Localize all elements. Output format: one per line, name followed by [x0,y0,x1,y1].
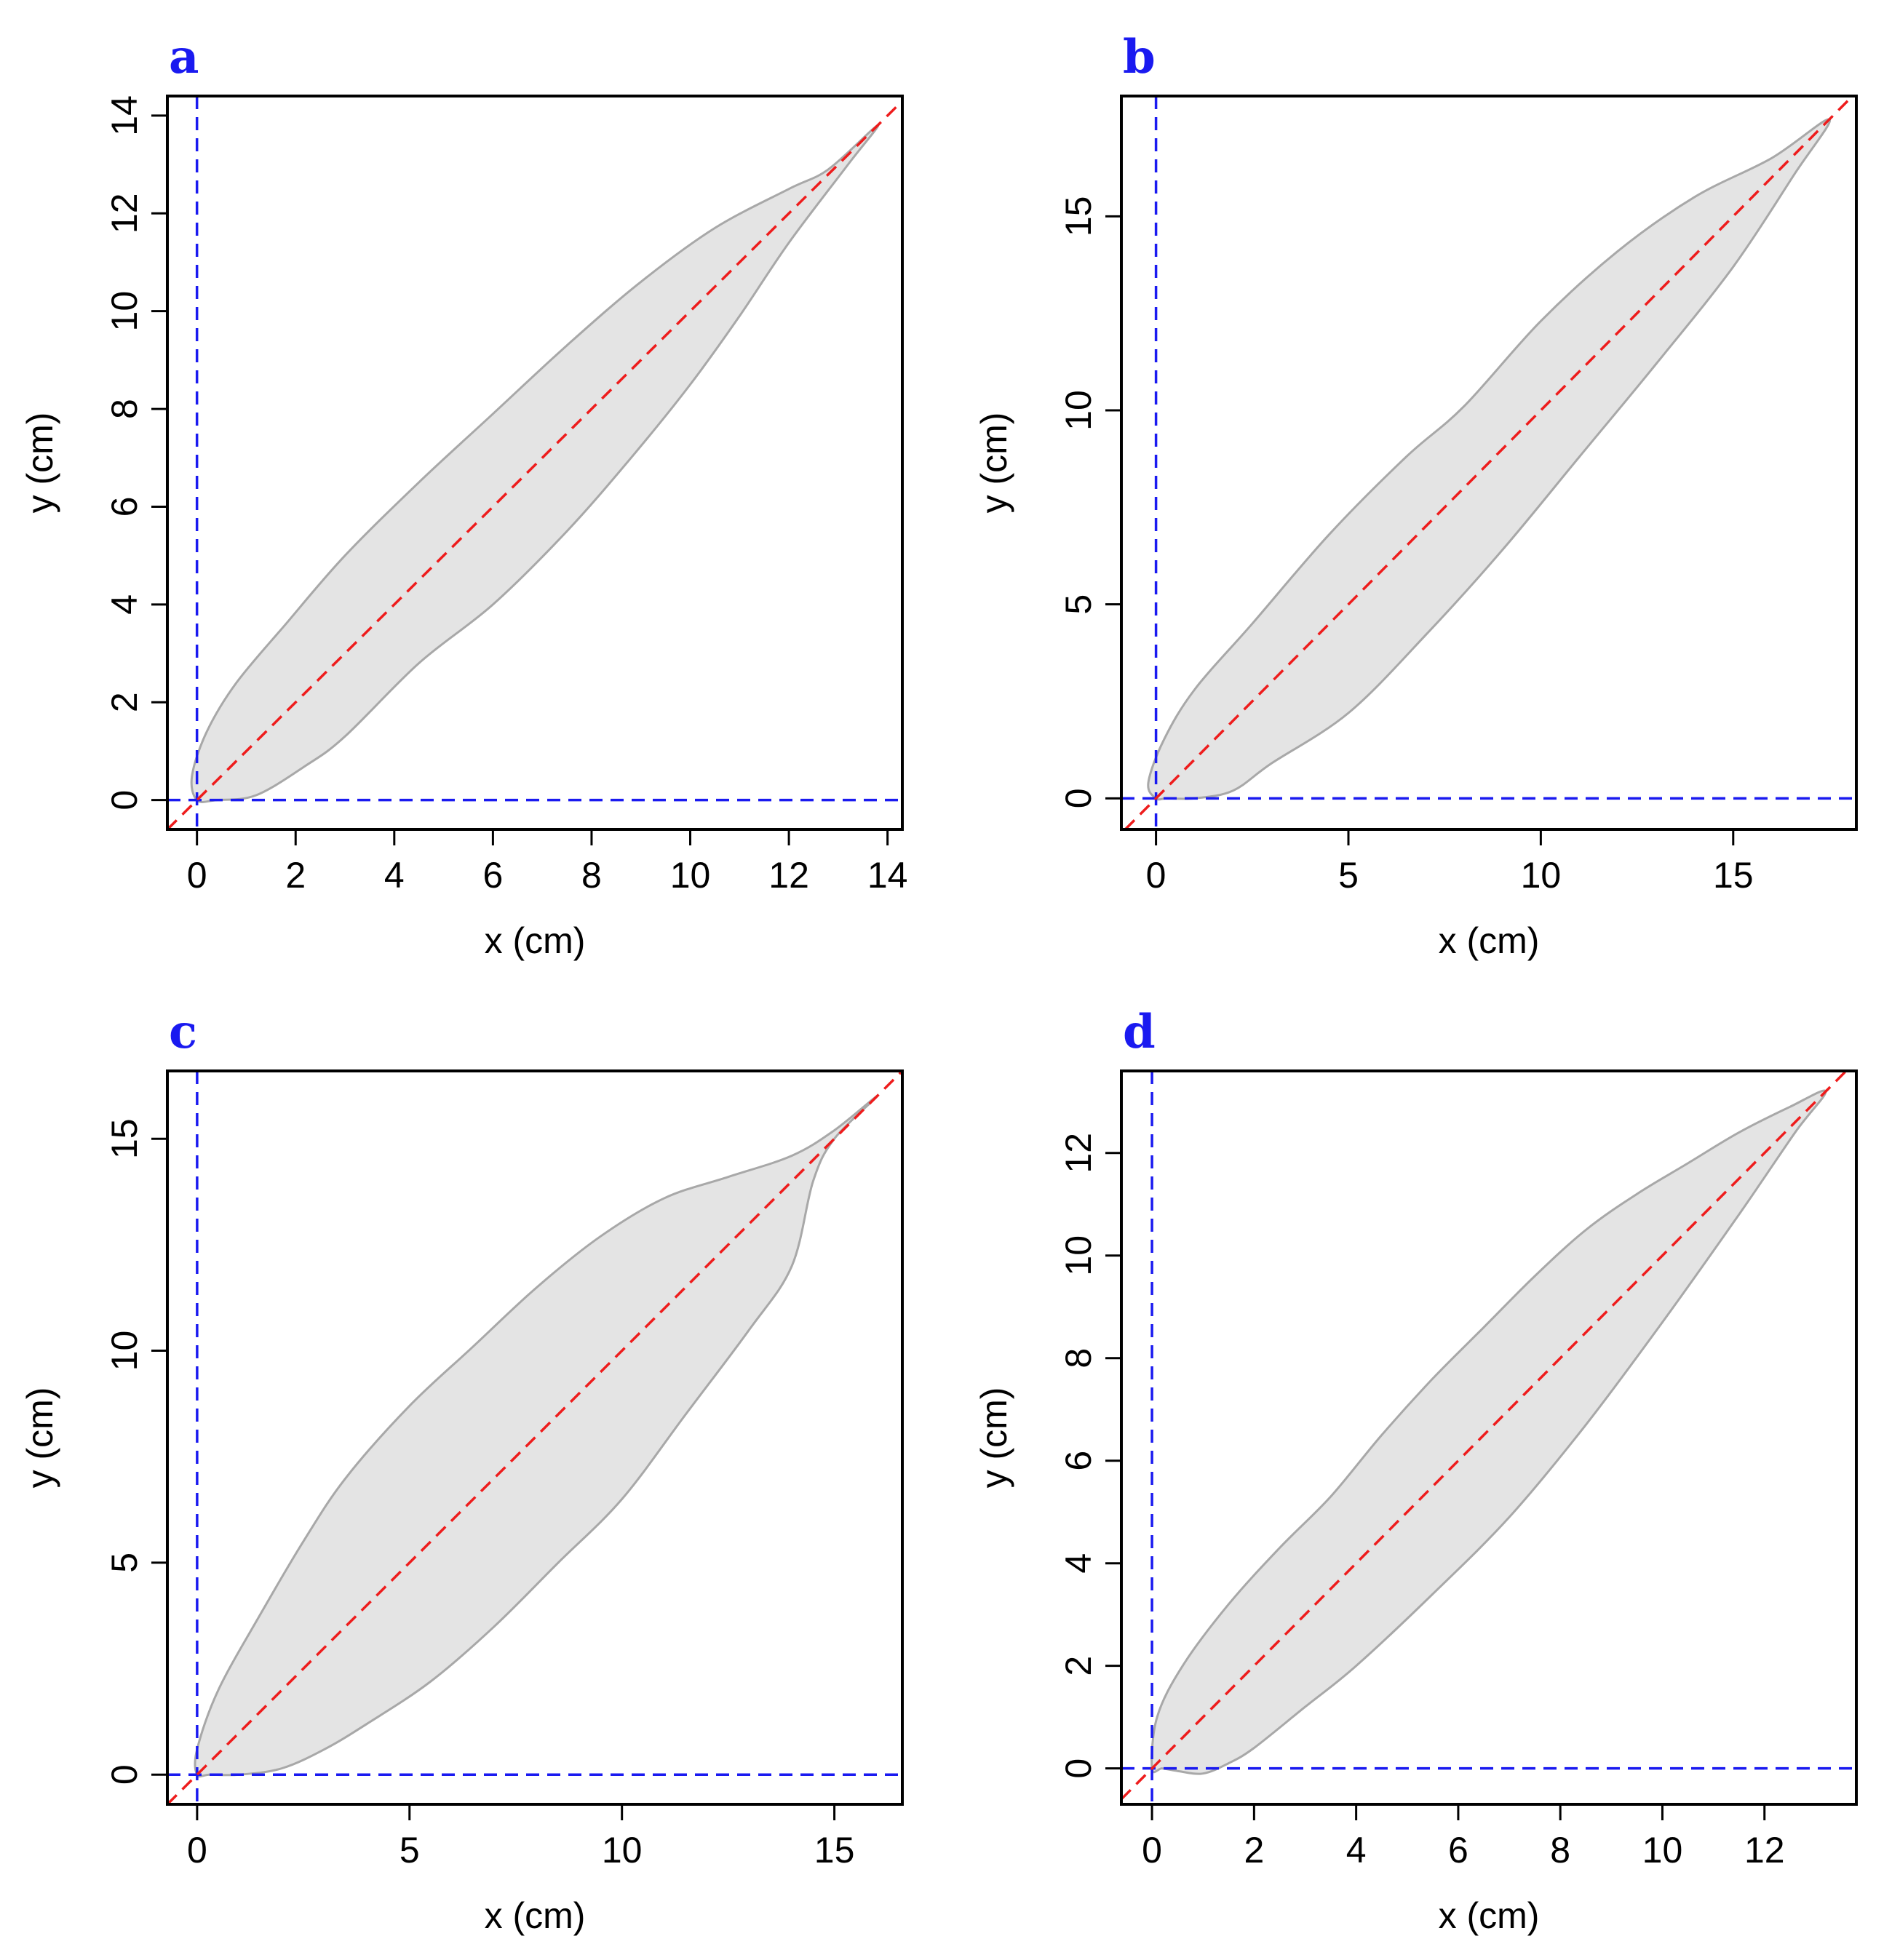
x-tick-label: 10 [602,1830,643,1871]
y-tick-label: 2 [1058,1656,1099,1676]
y-tick-label: 4 [104,594,145,615]
panel-letter: b [1123,30,1156,84]
y-tick-label: 14 [104,95,145,136]
y-axis-title: y (cm) [974,1387,1014,1489]
x-tick-label: 14 [867,855,908,896]
panel-c: c 0 5 10 15 0 5 10 15 x (cm) y (cm) [0,975,946,1950]
plot-b: b 0 5 10 15 0 5 10 15 x (cm) y (cm) [974,30,1858,961]
y-tick-label: 0 [104,790,145,810]
plot-a: a 0 2 4 6 8 10 12 14 0 2 4 6 8 10 12 14 x (cm) y (cm) [20,30,908,961]
x-tick-label: 0 [187,1830,207,1871]
y-tick-label: 10 [1058,390,1099,431]
x-tick-label: 0 [187,855,207,896]
chart-a-plot-area [167,96,902,829]
x-tick-label: 15 [1713,855,1754,896]
x-tick-label: 6 [1448,1830,1468,1871]
y-axis-title: y (cm) [20,413,60,514]
y-tick-label: 4 [1058,1553,1099,1574]
panel-d: d 0 2 4 6 8 10 12 0 2 4 6 8 10 12 x (cm) y (cm) [954,975,1900,1950]
x-tick-label: 0 [1142,1830,1162,1871]
diagonal-reference-line [1121,1071,1848,1801]
plot-frame [1120,1069,1858,1806]
plot-frame [166,1069,904,1806]
y-tick-label: 2 [104,692,145,712]
y-tick-label: 15 [104,1118,145,1159]
x-tick-label: 2 [285,855,306,896]
y-tick-label: 10 [104,1331,145,1371]
panel-letter: a [169,30,199,84]
x-tick-label: 2 [1244,1830,1264,1871]
y-axis-title: y (cm) [20,1387,60,1489]
x-tick-label: 15 [814,1830,855,1871]
diagonal-reference-line [1124,96,1853,829]
x-tick-label: 12 [768,855,809,896]
y-tick-label: 0 [1058,788,1099,808]
x-tick-label: 12 [1744,1830,1785,1871]
x-tick-label: 10 [670,855,711,896]
x-tick-label: 10 [1521,855,1562,896]
y-tick-label: 8 [1058,1348,1099,1369]
panel-letter: d [1123,1005,1156,1059]
diagonal-reference-line [167,100,902,829]
y-tick-label: 6 [1058,1451,1099,1471]
x-axis-title: x (cm) [485,1895,586,1936]
x-tick-label: 10 [1642,1830,1683,1871]
y-tick-label: 12 [104,193,145,234]
x-tick-label: 5 [400,1830,420,1871]
panel-letter: c [169,1005,197,1059]
panel-a: a 0 2 4 6 8 10 12 14 0 2 4 6 8 10 12 14 x (cm) y (cm) [0,0,946,975]
x-axis-title: x (cm) [1439,920,1540,961]
panel-b: b 0 5 10 15 0 5 10 15 x (cm) y (cm) [954,0,1900,975]
y-tick-label: 10 [1058,1235,1099,1276]
x-axis-title: x (cm) [485,920,586,961]
y-tick-label: 5 [1058,594,1099,615]
y-tick-label: 8 [104,399,145,419]
y-tick-label: 5 [104,1553,145,1573]
y-tick-label: 0 [104,1764,145,1785]
leaf-outline [194,1095,878,1778]
chart-d-plot-area [1121,1071,1856,1804]
y-tick-label: 15 [1058,196,1099,237]
y-tick-label: 0 [1058,1758,1099,1779]
y-tick-label: 12 [1058,1133,1099,1174]
plot-frame [166,95,904,831]
plot-d: d 0 2 4 6 8 10 12 0 2 4 6 8 10 12 x (cm) y (cm) [974,1005,1858,1936]
y-tick-label: 10 [104,291,145,332]
x-tick-label: 0 [1146,855,1166,896]
plot-frame [1120,95,1858,831]
chart-c-plot-area [167,1071,902,1804]
y-tick-label: 6 [104,497,145,517]
x-tick-label: 5 [1338,855,1359,896]
diagonal-reference-line [167,1071,902,1804]
x-tick-label: 4 [1346,1830,1367,1871]
x-axis-title: x (cm) [1439,1895,1540,1936]
plot-c: c 0 5 10 15 0 5 10 15 x (cm) y (cm) [20,1005,904,1936]
x-tick-label: 8 [581,855,602,896]
x-tick-label: 6 [482,855,503,896]
chart-b-plot-area [1121,96,1856,829]
x-tick-label: 8 [1550,1830,1570,1871]
x-tick-label: 4 [384,855,405,896]
y-axis-title: y (cm) [974,413,1014,514]
